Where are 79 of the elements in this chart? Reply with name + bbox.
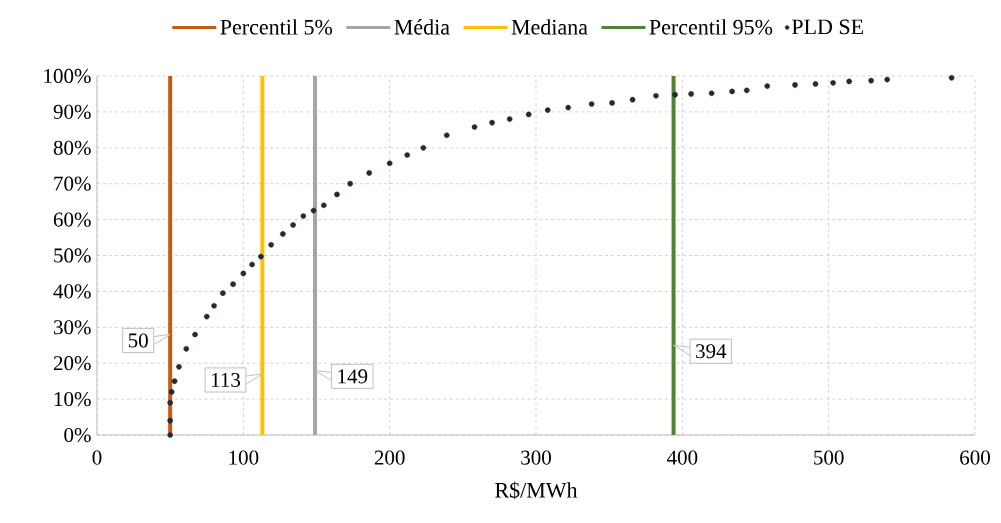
point [386,160,393,167]
point [290,222,296,228]
point [884,76,890,83]
point [192,331,198,338]
y-tick-label: 70% [54,176,91,191]
y-tick-label: 100% [44,68,91,84]
annotation: 50 [128,333,148,348]
point [321,202,327,209]
point [948,74,955,81]
legend-label: Percentil 5% [220,19,333,35]
point [366,170,372,176]
y-tick-label: 60% [53,212,91,227]
y-tick-label: 0% [64,427,91,443]
point [609,100,615,106]
point [203,313,210,320]
point [167,417,173,424]
point [708,90,715,97]
point [868,77,874,84]
point [846,78,852,85]
point [171,378,178,384]
point [300,213,307,219]
point [211,302,217,309]
point [471,124,478,130]
annotation: 394 [696,344,727,359]
y-tick-label: 10% [54,391,91,407]
point [443,132,450,139]
point [672,91,678,98]
point [280,231,286,237]
point [830,80,836,86]
x-tick-label: 600 [960,450,990,465]
annotation: 149 [338,369,368,384]
x-tick-label: 100 [229,450,259,465]
point [167,399,173,406]
x-tick-label: 300 [521,450,551,465]
x-tick-label: 400 [666,450,698,465]
point [176,363,182,370]
point [420,145,427,151]
point [525,111,532,118]
y-tick-label: 80% [53,140,91,155]
point [544,107,551,113]
point [764,83,771,89]
legend-label: Mediana [511,19,588,35]
point [588,101,595,107]
x-axis-title: R$/MWh [495,481,578,500]
point [310,207,317,214]
point [347,180,353,187]
point [268,241,274,248]
point [240,270,247,277]
y-tick-label: 50% [54,248,91,263]
point [183,346,190,352]
point [168,389,175,395]
point [334,191,340,198]
point [489,119,495,126]
x-tick-label: 200 [374,450,405,465]
x-tick-label: 0 [92,450,102,465]
legend-label: Percentil 95% [649,19,773,35]
legend-label: Média [394,19,450,35]
point [688,91,694,97]
point [220,290,226,296]
point [565,104,571,111]
legend-label: PLD SE [791,19,863,35]
point [729,88,735,95]
y-tick-label: 30% [53,320,91,335]
y-tick-label: 90% [53,104,91,120]
point [506,116,513,122]
point [258,253,264,260]
point [249,261,255,268]
point [653,92,659,99]
y-tick-label: 20% [53,356,91,371]
annotation: 113 [211,372,241,388]
point [629,96,636,103]
point [792,82,798,88]
point [812,81,819,87]
point [230,281,236,288]
y-tick-label: 40% [53,284,91,299]
x-tick-label: 500 [814,450,844,465]
point [404,152,411,158]
point [167,432,173,438]
point [743,87,750,94]
